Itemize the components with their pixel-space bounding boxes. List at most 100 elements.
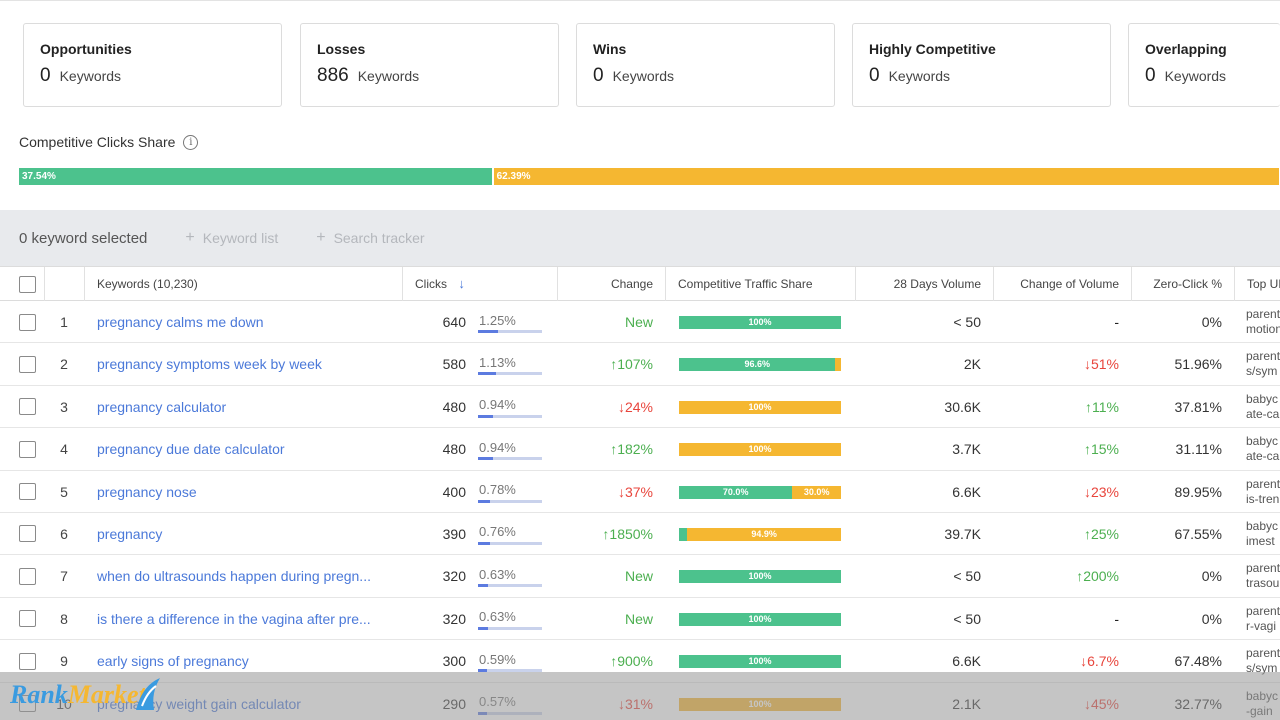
cts-segment: 96.6% (679, 358, 836, 372)
change-text: New (624, 610, 653, 627)
share-segment[interactable]: 62.39% (493, 168, 1280, 185)
top-url-line: babyc (1246, 391, 1279, 406)
keyword-list-button[interactable]: + Keyword list (185, 229, 278, 247)
top-url-cell[interactable]: parentsis-tren (1246, 471, 1280, 513)
header-zero-click[interactable]: Zero-Click % (1131, 267, 1234, 301)
table-row[interactable]: 6 pregnancy 390 0.76% ↑ 1850% 94.9% 39.7K ↑ 25%… (0, 513, 1280, 556)
top-url-cell[interactable]: babyc ate-ca (1246, 428, 1280, 470)
keyword-link[interactable]: pregnancy calms me down (97, 314, 264, 330)
header-change[interactable]: Change (557, 267, 665, 301)
card-highly-competitive[interactable]: Highly Competitive 0 Keywords (852, 23, 1111, 107)
row-checkbox[interactable] (19, 525, 36, 543)
row-checkbox[interactable] (19, 355, 36, 373)
row-index: 2 (60, 356, 68, 373)
top-url-cell[interactable]: parentstrasou (1246, 555, 1280, 597)
header-volume[interactable]: 28 Days Volume (855, 267, 993, 301)
share-segment[interactable]: 37.54% (19, 168, 492, 185)
row-index: 4 (60, 441, 68, 458)
row-index: 7 (60, 568, 68, 585)
change-text: 182% (617, 441, 653, 458)
table-row[interactable]: 5 pregnancy nose 400 0.78% ↓ 37% 70.0% 30.0% 6.… (0, 471, 1280, 513)
cts-segment: 100% (679, 655, 841, 669)
change-text: 24% (624, 398, 653, 415)
row-checkbox[interactable] (19, 652, 36, 670)
watermark-overlay (0, 672, 1280, 720)
competitive-traffic-share-bar: 100% (679, 612, 841, 626)
header-top-url[interactable]: Top URL (1234, 267, 1280, 301)
card-overlapping[interactable]: Overlapping 0 Keywords (1128, 23, 1280, 107)
keyword-link[interactable]: pregnancy (97, 525, 163, 542)
keyword-link[interactable]: pregnancy nose (97, 483, 197, 500)
card-title: Losses (317, 41, 366, 57)
select-all-checkbox[interactable] (19, 275, 36, 293)
sort-desc-icon[interactable]: ↓ (458, 276, 465, 291)
change-volume-text: 200% (1083, 568, 1119, 585)
top-url-cell[interactable]: babyc ate-ca (1246, 386, 1280, 428)
competitive-traffic-share-bar: 94.9% (679, 527, 841, 541)
change-volume-value: ↓ 6.7% (993, 640, 1119, 682)
row-select-cell (19, 343, 36, 385)
header-clicks[interactable]: Clicks ↓ (402, 267, 557, 301)
clicks-value: 480 (442, 441, 466, 458)
card-count: 0 (1145, 65, 1156, 86)
change-arrow-icon: ↓ (617, 483, 625, 500)
cts-segment: 94.9% (687, 527, 841, 541)
row-index: 1 (60, 314, 68, 330)
keyword-link[interactable]: when do ultrasounds happen during pregn.… (97, 568, 371, 585)
row-checkbox[interactable] (19, 567, 36, 585)
keyword-link[interactable]: pregnancy calculator (97, 398, 227, 415)
zero-click-value: 37.81% (1174, 398, 1222, 415)
clicks-percent: 0.78% (479, 482, 516, 498)
keyword-link[interactable]: is there a difference in the vagina afte… (97, 610, 371, 627)
clicks-value: 390 (442, 525, 466, 542)
clicks-percent: 0.76% (479, 524, 516, 540)
row-checkbox[interactable] (19, 610, 36, 628)
change-volume-text: 23% (1090, 483, 1119, 500)
card-wins[interactable]: Wins 0 Keywords (576, 23, 835, 107)
search-tracker-button[interactable]: + Search tracker (316, 229, 424, 247)
clicks-value: 400 (442, 483, 466, 500)
change-arrow-icon: ↑ (610, 653, 618, 670)
table-row[interactable]: 1 pregnancy calms me down 640 1.25% New 100% <… (0, 301, 1280, 344)
table-row[interactable]: 9 early signs of pregnancy 300 0.59% ↑ 900% 1… (0, 640, 1280, 683)
card-unit: Keywords (357, 68, 420, 84)
table-row[interactable]: 4 pregnancy due date calculator 480 0.94% ↑ … (0, 428, 1280, 471)
volume-value: 6.6K (952, 483, 981, 500)
top-url-line: ate-ca (1246, 449, 1280, 464)
top-url-cell[interactable]: parentsmotion (1246, 301, 1280, 343)
row-checkbox[interactable] (19, 440, 36, 458)
top-url-cell[interactable]: parentss/sym (1246, 640, 1280, 682)
row-index: 3 (60, 398, 68, 415)
top-url-cell[interactable]: parentss/sym (1246, 343, 1280, 385)
keyword-cell: when do ultrasounds happen during pregn.… (97, 555, 382, 597)
table-row[interactable]: 2 pregnancy symptoms week by week 580 1.13%… (0, 343, 1280, 386)
clicks-percent-bar (478, 499, 542, 503)
change-value: ↓ 37% (557, 471, 653, 513)
change-volume-arrow-icon: ↑ (1085, 398, 1093, 415)
top-url-cell[interactable]: parentsr-vagi (1246, 598, 1280, 640)
row-checkbox[interactable] (19, 313, 36, 331)
keyword-link[interactable]: pregnancy due date calculator (97, 441, 285, 458)
card-opportunities[interactable]: Opportunities 0 Keywords (23, 23, 282, 107)
header-cts[interactable]: Competitive Traffic Share (665, 267, 855, 301)
clicks-percent-bar (478, 584, 542, 588)
card-losses[interactable]: Losses 886 Keywords (300, 23, 559, 107)
card-unit: Keywords (59, 68, 122, 84)
header-keywords[interactable]: Keywords (10,230) (84, 267, 402, 301)
table-row[interactable]: 3 pregnancy calculator 480 0.94% ↓ 24% 100% 30… (0, 386, 1280, 429)
change-value: New (557, 301, 653, 343)
clicks-percent: 0.63% (479, 609, 516, 625)
keyword-link[interactable]: pregnancy symptoms week by week (97, 356, 322, 373)
header-change-volume[interactable]: Change of Volume (993, 267, 1131, 301)
table-row[interactable]: 8 is there a difference in the vagina aft… (0, 598, 1280, 641)
change-volume-text: 6.7% (1087, 653, 1119, 670)
info-icon[interactable]: i (183, 134, 199, 150)
row-checkbox[interactable] (19, 398, 36, 416)
table-row[interactable]: 7 when do ultrasounds happen during pregn… (0, 555, 1280, 598)
top-url-cell[interactable]: babyc imest (1246, 513, 1280, 555)
row-checkbox[interactable] (19, 483, 36, 501)
